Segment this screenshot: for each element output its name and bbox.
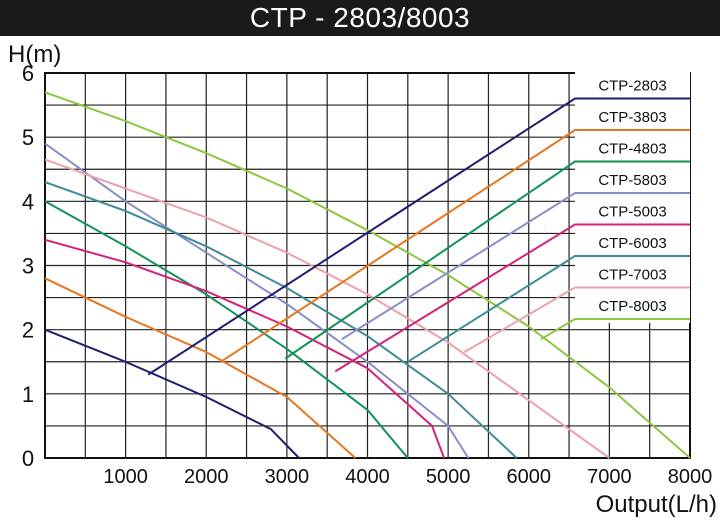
tick-labels: 0 1 2 3 4 5 6 1000 2000 3000 4000 5000 6000 7000 8000 (22, 61, 712, 488)
legend-leader-ctp-3803 (220, 129, 690, 363)
x-tick-label: 2000 (184, 466, 229, 488)
x-tick-label: 3000 (265, 466, 310, 488)
x-tick-label: 7000 (587, 466, 632, 488)
chart-title: CTP - 2803/8003 (0, 0, 720, 36)
legend-label: CTP-8003 (598, 298, 666, 315)
legend: CTP-2803 CTP-3803 CTP-4803 CTP-5803 CTP-5003… (147, 67, 690, 376)
legend-label: CTP-6003 (598, 235, 666, 252)
series-line-ctp-7003 (44, 158, 610, 459)
y-tick-label: 4 (22, 189, 34, 214)
series-line-ctp-8003 (44, 91, 691, 459)
series-line-ctp-5003 (44, 238, 446, 459)
legend-leader-ctp-6003 (407, 255, 690, 363)
y-tick-label: 1 (22, 382, 34, 407)
legend-label: CTP-5803 (598, 172, 666, 189)
y-tick-label: 0 (22, 446, 34, 471)
series-line-ctp-3803 (44, 277, 357, 459)
legend-label: CTP-4803 (598, 141, 666, 158)
y-tick-label: 5 (22, 125, 34, 150)
x-tick-label: 4000 (345, 466, 390, 488)
y-tick-label: 6 (22, 61, 34, 86)
legend-label: CTP-3803 (598, 109, 666, 126)
series-line-ctp-6003 (44, 181, 518, 459)
legend-label: CTP-2803 (598, 78, 666, 95)
series-curves (44, 91, 691, 459)
y-tick-label: 2 (22, 318, 34, 343)
series-line-ctp-5803 (44, 142, 470, 459)
legend-background (575, 67, 690, 323)
legend-leader-ctp-4803 (284, 160, 690, 360)
y-axis-label: H(m) (8, 41, 61, 68)
legend-leader-ctp-5803 (341, 192, 690, 341)
legend-leader-ctp-8003 (540, 318, 690, 341)
legend-leader-ctp-2803 (147, 97, 690, 376)
legend-leader-ctp-5003 (334, 223, 690, 373)
x-tick-label: 5000 (426, 466, 471, 488)
x-tick-label: 8000 (668, 466, 713, 488)
series-line-ctp-4803 (44, 200, 409, 459)
legend-leader-ctp-7003 (463, 286, 690, 353)
series-line-ctp-2803 (44, 328, 300, 459)
legend-label: CTP-7003 (598, 267, 666, 284)
legend-label: CTP-5003 (598, 204, 666, 221)
x-tick-label: 1000 (103, 466, 148, 488)
y-tick-label: 3 (22, 254, 34, 279)
x-tick-label: 6000 (507, 466, 552, 488)
x-axis-label: Output(L/h) (596, 491, 717, 518)
